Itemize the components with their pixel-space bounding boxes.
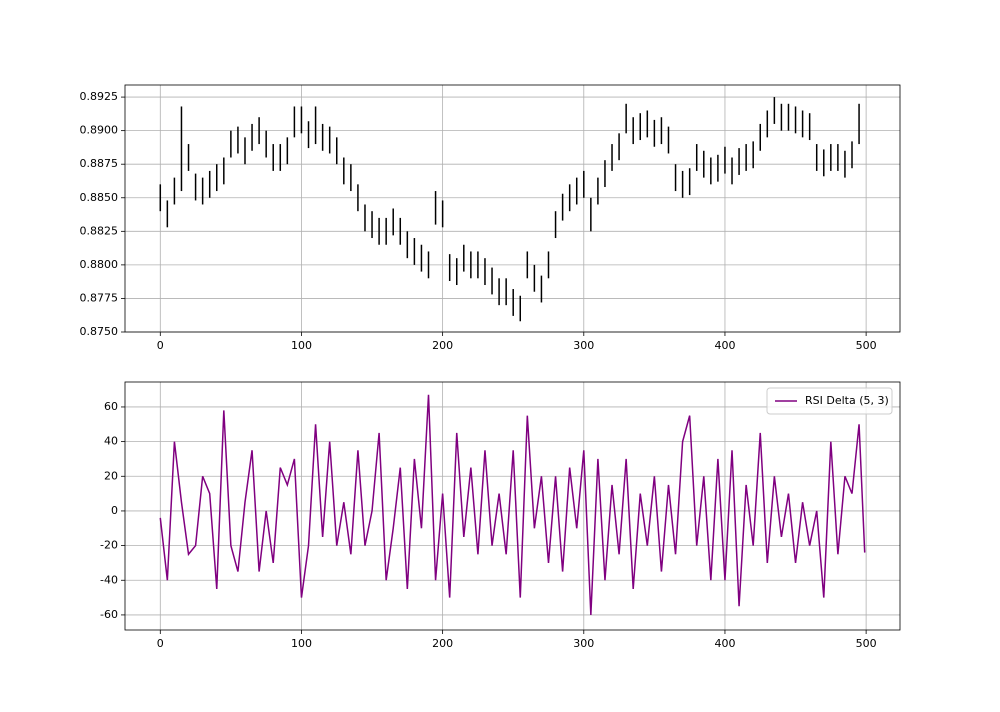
y-tick-label: 0.8850 (80, 191, 119, 204)
y-tick-label: 0.8750 (80, 325, 119, 338)
y-tick-label: 60 (104, 400, 118, 413)
x-tick-label: 0 (157, 637, 164, 650)
x-tick-label: 400 (714, 339, 735, 352)
x-tick-label: 0 (157, 339, 164, 352)
y-tick-label: 0.8800 (80, 258, 119, 271)
x-tick-label: 400 (714, 637, 735, 650)
x-tick-label: 500 (856, 637, 877, 650)
axes-frame (124, 84, 901, 333)
legend-label: RSI Delta (5, 3) (805, 394, 889, 407)
series-line (159, 394, 866, 615)
x-tick-label: 200 (432, 339, 453, 352)
x-tick-label: 200 (432, 637, 453, 650)
x-tick-label: 500 (856, 339, 877, 352)
y-tick-label: 0 (111, 504, 118, 517)
y-tick-label: 0.8925 (80, 90, 119, 103)
axes-frame (124, 381, 901, 631)
y-tick-label: -20 (100, 539, 118, 552)
y-tick-label: 0.8825 (80, 224, 119, 237)
y-tick-label: 0.8875 (80, 157, 119, 170)
y-tick-label: 0.8775 (80, 291, 119, 304)
x-tick-label: 100 (291, 339, 312, 352)
x-tick-label: 300 (573, 339, 594, 352)
x-tick-label: 100 (291, 637, 312, 650)
x-tick-label: 300 (573, 637, 594, 650)
legend-box (766, 387, 893, 415)
y-tick-label: -40 (100, 573, 118, 586)
y-tick-label: 0.8900 (80, 124, 119, 137)
y-tick-label: -60 (100, 608, 118, 621)
y-tick-label: 40 (104, 435, 118, 448)
y-tick-label: 20 (104, 469, 118, 482)
